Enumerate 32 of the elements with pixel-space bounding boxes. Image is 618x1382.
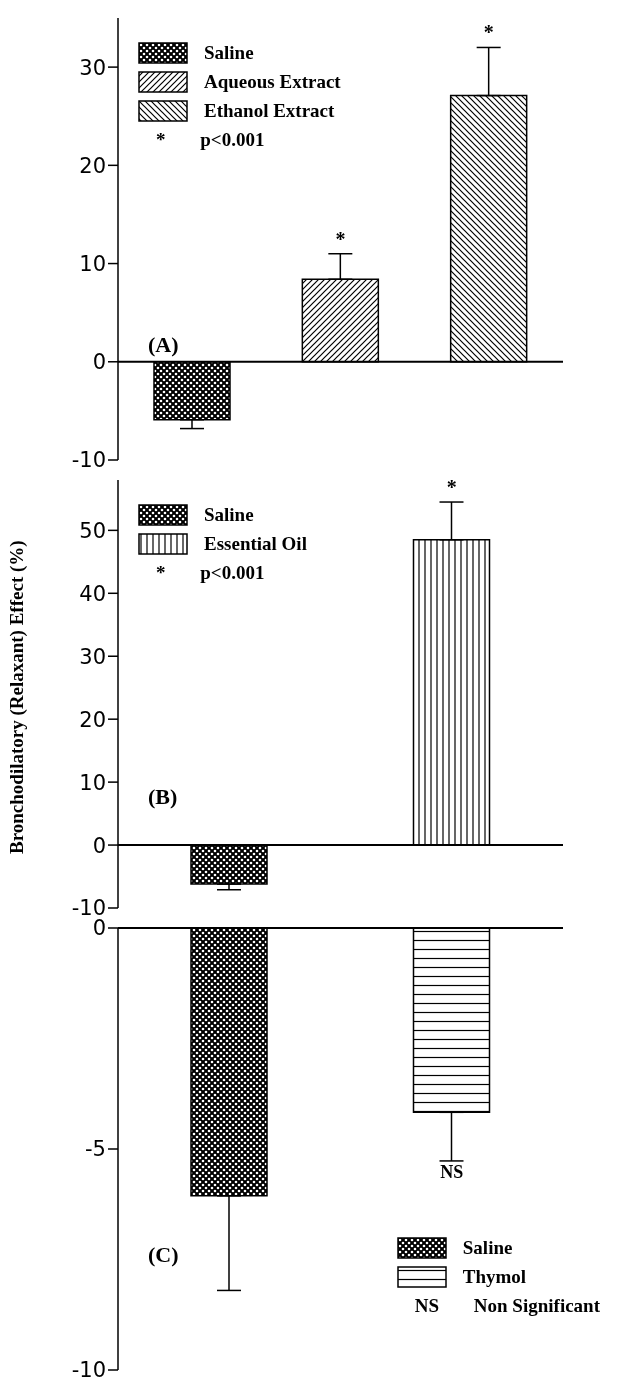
y-tick-label: 20 — [79, 153, 106, 178]
y-tick-label: 40 — [79, 581, 106, 606]
y-axis-title: Bronchodilatory (Relaxant) Effect (%) — [5, 540, 28, 854]
legend-label: Aqueous Extract — [204, 70, 341, 93]
data-label: NS — [440, 1161, 464, 1182]
y-tick-label: 10 — [79, 252, 106, 277]
legend-label: Saline — [204, 41, 254, 64]
legend-label: Saline — [204, 503, 254, 526]
legend-label: Thymol — [462, 1265, 527, 1288]
y-tick-label: 20 — [79, 707, 106, 732]
y-tick-label: 50 — [79, 518, 106, 543]
y-tick-label: -10 — [71, 1358, 106, 1382]
legend-label: Essential Oil — [204, 532, 307, 555]
data-label: * — [483, 21, 494, 44]
annotation: (C) — [148, 1241, 179, 1268]
y-tick-label: 0 — [92, 916, 106, 941]
y-tick-label: 0 — [92, 833, 106, 858]
y-tick-label: 0 — [92, 350, 106, 375]
text: * p<0.001 — [156, 128, 265, 150]
legend-label: Saline — [462, 1236, 513, 1259]
data-label: * — [335, 227, 346, 250]
annotation: (A) — [148, 331, 179, 358]
text: NS Non Significant — [414, 1294, 600, 1316]
annotation: (B) — [148, 783, 178, 810]
data-label: * — [446, 476, 457, 499]
y-tick-label: -5 — [85, 1137, 106, 1162]
y-tick-label: 10 — [79, 770, 106, 795]
y-tick-label: -10 — [71, 448, 106, 473]
legend-label: Ethanol Extract — [204, 99, 335, 122]
y-tick-label: 30 — [79, 644, 106, 669]
y-tick-label: 30 — [79, 55, 106, 80]
text: * p<0.001 — [156, 561, 265, 583]
